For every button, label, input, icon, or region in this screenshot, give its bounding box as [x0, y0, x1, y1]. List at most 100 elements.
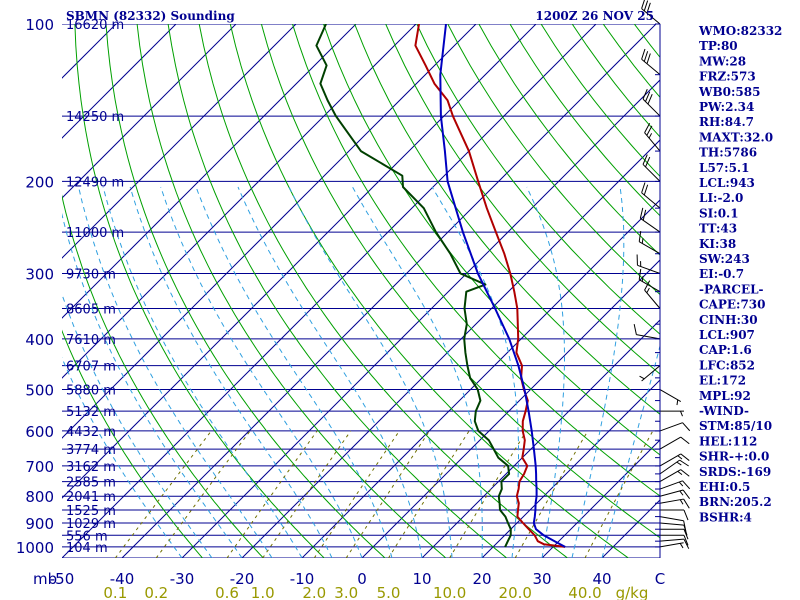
dewpoint-profile-line: [315, 24, 512, 548]
mixing-ratio-label: 0.2: [144, 584, 168, 600]
wind-barb: [659, 453, 690, 467]
height-label: 14250 m: [66, 110, 124, 125]
wind-barb-flag: [643, 0, 649, 11]
wind-barb-staff: [659, 436, 682, 450]
pressure-tick-label: 1000: [16, 539, 54, 557]
index-entry: BRN:205.2: [699, 495, 772, 509]
temperature-tick-label: -40: [110, 570, 135, 588]
index-entry: SW:243: [699, 252, 750, 266]
index-entry: LFC:852: [699, 358, 755, 372]
index-entry: SI:0.1: [699, 206, 739, 220]
moist-adiabat-line: [288, 186, 453, 558]
height-label: 2041 m: [66, 490, 116, 505]
moist-adiabat-line: [102, 186, 303, 558]
wind-barb-staff: [659, 389, 682, 402]
height-label: 7610 m: [66, 333, 116, 348]
dry-adiabat-line: [416, 24, 660, 335]
wind-barb-half-flag: [648, 133, 653, 139]
wind-barb-flag: [646, 125, 653, 136]
wind-barb-staff: [659, 453, 682, 467]
moist-adiabat-line: [571, 186, 625, 558]
wind-barb: [659, 516, 687, 532]
wind-barb-flag: [642, 209, 647, 221]
isotherm-line: [241, 139, 660, 558]
moist-adiabat-line: [78, 186, 273, 558]
wind-barb-flag: [680, 453, 690, 461]
temperature-tick-label: -20: [230, 570, 255, 588]
temperature-tick-label: -10: [290, 570, 315, 588]
index-entry: LCL:907: [699, 328, 755, 342]
wind-barb-staff: [642, 98, 661, 117]
index-entry: STM:85/10: [699, 419, 772, 433]
wind-barb-flag: [680, 436, 690, 445]
wind-barb-staff: [659, 489, 684, 497]
dry-adiabat-line: [167, 24, 508, 558]
moist-adiabat-line: [129, 186, 333, 558]
dry-adiabat-line: [292, 24, 660, 497]
axis-ticks: [655, 23, 661, 558]
index-entry: WB0:585: [698, 85, 760, 99]
moist-adiabat-line: [62, 293, 213, 558]
wind-barb: [659, 459, 689, 475]
temperature-tick-label: C: [655, 570, 665, 588]
wind-barb-flag: [641, 0, 645, 9]
height-label: 16620 m: [66, 18, 124, 33]
wind-barb-half-flag: [678, 481, 684, 487]
index-entry: RH:84.7: [699, 115, 754, 129]
temperature-profile-line: [414, 24, 566, 548]
wind-barb: [659, 542, 684, 549]
wind-barb-staff: [644, 132, 661, 152]
wind-barb-flag: [682, 489, 691, 499]
mixing-ratio-label: 0.1: [103, 584, 127, 600]
pressure-tick-label: 700: [25, 458, 54, 476]
wind-barb-flag: [645, 156, 651, 168]
wind-barb-half-flag: [639, 375, 645, 380]
index-entry: MAXT:32.0: [699, 130, 773, 144]
wind-barb-staff: [641, 8, 661, 25]
isotherm-line: [62, 24, 177, 139]
wind-barb-staff: [644, 289, 661, 309]
pressure-tick-label: 200: [25, 173, 54, 191]
mixing-ratio-line: [114, 430, 212, 558]
index-entry: CAPE:730: [699, 298, 766, 312]
isotherm-line: [62, 24, 477, 439]
wind-barb-half-flag: [677, 455, 683, 460]
mixing-ratio-line: [262, 430, 352, 558]
wind-barb-flag: [644, 122, 651, 133]
wind-barb: [638, 231, 661, 255]
wind-barb-flag: [633, 324, 637, 335]
isotherm-line: [62, 24, 357, 319]
isotherm-line: [121, 24, 657, 558]
wind-barb-staff: [641, 365, 661, 382]
isotherm-line: [62, 24, 237, 199]
wind-barb-half-flag: [680, 410, 683, 417]
wind-barb-staff: [636, 334, 661, 340]
mixing-ratio-line: [388, 430, 470, 558]
wind-barb-flag: [646, 2, 651, 14]
wind-barb-half-flag: [679, 490, 684, 496]
isotherm-line: [421, 319, 660, 558]
wind-barb-staff: [638, 279, 661, 293]
wind-barb-flag: [683, 535, 689, 546]
wind-barb: [633, 324, 661, 340]
index-entry: SRDS:-169: [699, 465, 771, 479]
wind-barb-staff: [659, 422, 683, 432]
height-label: 4432 m: [66, 425, 116, 440]
wind-barb: [644, 280, 661, 309]
wind-barb: [659, 498, 690, 509]
height-label: 104 m: [66, 541, 108, 556]
index-entry: -PARCEL-: [699, 282, 764, 296]
index-entry: WMO:82332: [698, 24, 782, 38]
dry-adiabat-line: [136, 24, 447, 558]
wind-barb: [638, 268, 661, 293]
wind-barb-flag: [638, 268, 642, 280]
wind-barb-flag: [638, 231, 642, 242]
index-entry: LI:-2.0: [699, 191, 743, 205]
wind-barb: [641, 182, 661, 209]
isotherm-line: [62, 24, 417, 379]
moist-adiabat-line: [352, 186, 483, 558]
index-entry: -WIND-: [699, 404, 749, 418]
moist-adiabat-line: [62, 356, 183, 558]
